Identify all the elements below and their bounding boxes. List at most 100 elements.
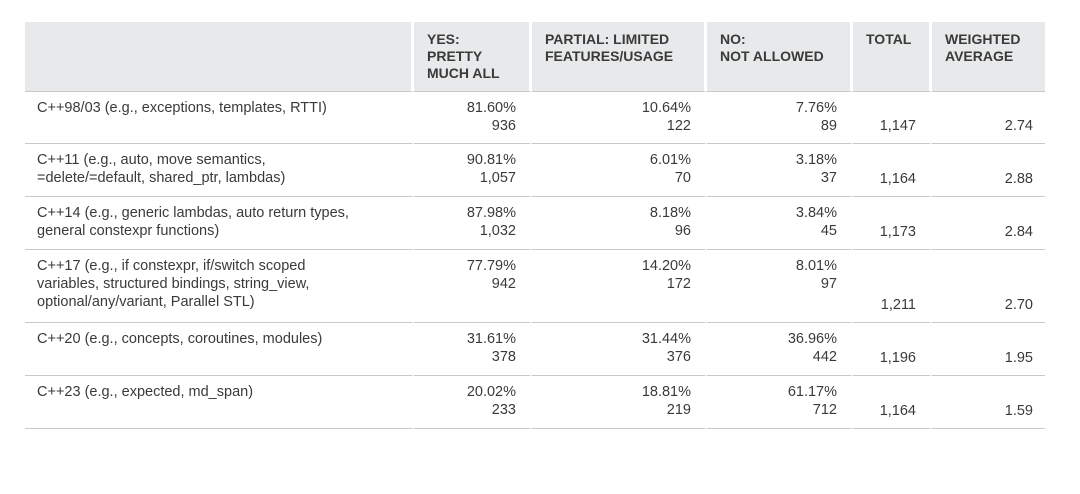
header-yes: YES: PRETTY MUCH ALL: [414, 22, 532, 91]
cell-partial: 6.01% 70: [532, 144, 707, 197]
row-label-line: =delete/=default, shared_ptr, lambdas): [37, 170, 286, 186]
partial-count: 122: [666, 118, 691, 134]
cell-no: 36.96% 442: [707, 323, 853, 376]
cell-partial: 8.18% 96: [532, 197, 707, 250]
partial-count: 219: [666, 402, 691, 418]
no-percent: 7.76%: [795, 100, 837, 116]
partial-count: 96: [674, 223, 691, 239]
cell-yes: 87.98% 1,032: [414, 197, 532, 250]
row-label: C++17 (e.g., if constexpr, if/switch sco…: [25, 250, 414, 323]
header-weighted-average: WEIGHTED AVERAGE: [932, 22, 1045, 91]
yes-percent: 81.60%: [466, 100, 516, 116]
partial-percent: 31.44%: [641, 331, 691, 347]
yes-percent: 20.02%: [466, 384, 516, 400]
no-percent: 61.17%: [787, 384, 837, 400]
cell-no: 7.76% 89: [707, 91, 853, 144]
cell-weighted-average: 1.59: [932, 376, 1045, 429]
cell-no: 3.84% 45: [707, 197, 853, 250]
cell-no: 3.18% 37: [707, 144, 853, 197]
yes-percent: 87.98%: [466, 205, 516, 221]
partial-count: 172: [666, 276, 691, 292]
cell-weighted-average: 2.74: [932, 91, 1045, 144]
header-no: NO: NOT ALLOWED: [707, 22, 853, 91]
cell-yes: 90.81% 1,057: [414, 144, 532, 197]
row-label: C++14 (e.g., generic lambdas, auto retur…: [25, 197, 414, 250]
cell-yes: 31.61% 378: [414, 323, 532, 376]
cell-total: 1,147: [853, 91, 932, 144]
row-label-line: C++20 (e.g., concepts, coroutines, modul…: [37, 331, 323, 347]
cell-partial: 14.20% 172: [532, 250, 707, 323]
cell-weighted-average: 2.88: [932, 144, 1045, 197]
header-yes-line: PRETTY: [427, 48, 483, 64]
survey-table-container: YES: PRETTY MUCH ALL PARTIAL: LIMITED FE…: [25, 22, 1045, 429]
row-label: C++20 (e.g., concepts, coroutines, modul…: [25, 323, 414, 376]
row-label-line: C++23 (e.g., expected, md_span): [37, 384, 254, 400]
partial-percent: 18.81%: [641, 384, 691, 400]
row-label-line: C++14 (e.g., generic lambdas, auto retur…: [37, 205, 349, 221]
cell-total: 1,173: [853, 197, 932, 250]
yes-percent: 90.81%: [466, 152, 516, 168]
yes-count: 233: [491, 402, 516, 418]
row-label-line: optional/any/variant, Parallel STL): [37, 294, 255, 310]
cell-no: 8.01% 97: [707, 250, 853, 323]
cell-partial: 10.64% 122: [532, 91, 707, 144]
cell-weighted-average: 2.84: [932, 197, 1045, 250]
row-label: C++98/03 (e.g., exceptions, templates, R…: [25, 91, 414, 144]
table-row: C++14 (e.g., generic lambdas, auto retur…: [25, 197, 1045, 250]
cell-yes: 81.60% 936: [414, 91, 532, 144]
row-label-line: C++17 (e.g., if constexpr, if/switch sco…: [37, 258, 306, 274]
header-weighted-line: AVERAGE: [945, 48, 1014, 64]
partial-percent: 6.01%: [649, 152, 691, 168]
cell-total: 1,196: [853, 323, 932, 376]
header-total: TOTAL: [853, 22, 932, 91]
partial-percent: 8.18%: [649, 205, 691, 221]
no-count: 37: [820, 170, 837, 186]
no-percent: 8.01%: [795, 258, 837, 274]
row-label-line: C++11 (e.g., auto, move semantics,: [37, 152, 266, 168]
yes-count: 378: [491, 349, 516, 365]
cell-yes: 77.79% 942: [414, 250, 532, 323]
header-yes-line: MUCH ALL: [427, 65, 500, 81]
table-body: C++98/03 (e.g., exceptions, templates, R…: [25, 91, 1045, 429]
yes-count: 1,032: [479, 223, 516, 239]
cpp-standard-usage-table: YES: PRETTY MUCH ALL PARTIAL: LIMITED FE…: [25, 22, 1045, 429]
header-empty-cell: [25, 22, 414, 91]
header-total-line: TOTAL: [866, 31, 912, 47]
cell-weighted-average: 1.95: [932, 323, 1045, 376]
no-count: 89: [820, 118, 837, 134]
header-yes-line: YES:: [427, 31, 460, 47]
cell-weighted-average: 2.70: [932, 250, 1045, 323]
no-percent: 3.18%: [795, 152, 837, 168]
yes-count: 942: [491, 276, 516, 292]
row-label: C++11 (e.g., auto, move semantics, =delet…: [25, 144, 414, 197]
yes-count: 1,057: [479, 170, 516, 186]
partial-percent: 10.64%: [641, 100, 691, 116]
row-label-line: general constexpr functions): [37, 223, 220, 239]
header-weighted-line: WEIGHTED: [945, 31, 1021, 47]
cell-total: 1,164: [853, 376, 932, 429]
row-label-line: C++98/03 (e.g., exceptions, templates, R…: [37, 100, 327, 116]
partial-percent: 14.20%: [641, 258, 691, 274]
header-partial: PARTIAL: LIMITED FEATURES/USAGE: [532, 22, 707, 91]
cell-yes: 20.02% 233: [414, 376, 532, 429]
table-header-row: YES: PRETTY MUCH ALL PARTIAL: LIMITED FE…: [25, 22, 1045, 91]
cell-partial: 31.44% 376: [532, 323, 707, 376]
row-label: C++23 (e.g., expected, md_span): [25, 376, 414, 429]
partial-count: 70: [674, 170, 691, 186]
cell-total: 1,211: [853, 250, 932, 323]
no-count: 442: [812, 349, 837, 365]
table-row: C++23 (e.g., expected, md_span) 20.02% 233…: [25, 376, 1045, 429]
table-row: C++20 (e.g., concepts, coroutines, modul…: [25, 323, 1045, 376]
table-row: C++17 (e.g., if constexpr, if/switch sco…: [25, 250, 1045, 323]
cell-partial: 18.81% 219: [532, 376, 707, 429]
header-no-line: NO:: [720, 31, 746, 47]
yes-percent: 77.79%: [466, 258, 516, 274]
no-count: 712: [812, 402, 837, 418]
table-row: C++11 (e.g., auto, move semantics, =delet…: [25, 144, 1045, 197]
table-row: C++98/03 (e.g., exceptions, templates, R…: [25, 91, 1045, 144]
no-count: 97: [820, 276, 837, 292]
yes-percent: 31.61%: [466, 331, 516, 347]
no-percent: 36.96%: [787, 331, 837, 347]
yes-count: 936: [491, 118, 516, 134]
partial-count: 376: [666, 349, 691, 365]
